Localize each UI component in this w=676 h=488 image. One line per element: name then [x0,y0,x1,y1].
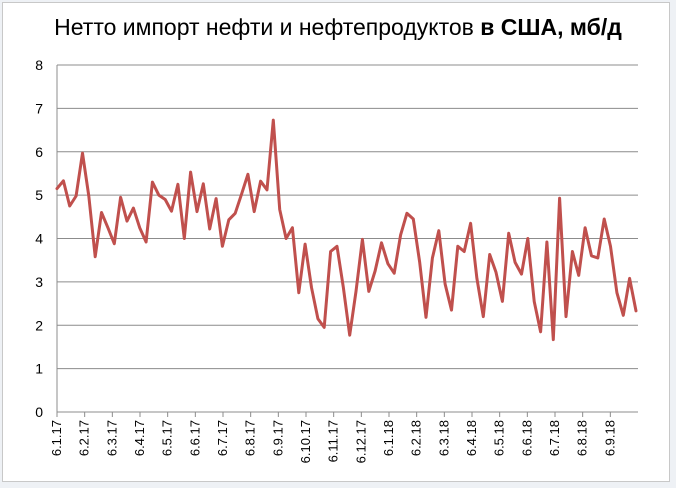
x-tick-label: 6.7.17 [215,420,230,456]
y-tick-label: 2 [35,317,43,333]
x-tick-label: 6.1.18 [381,420,396,456]
x-tick-label: 6.11.17 [326,420,341,462]
series-line [55,118,638,342]
x-tick-label: 6.10.17 [298,420,313,463]
y-tick-label: 7 [35,100,43,116]
x-tick-label: 6.9.17 [270,420,285,456]
x-tick-label: 6.9.18 [602,420,617,456]
chart-title-main: Нетто импорт нефти и нефтепродуктов [54,14,474,40]
x-tick-label: 6.2.18 [409,420,424,456]
x-tick-label: 6.2.17 [77,420,92,456]
chart-title-bold: в США, мб/д [480,14,622,40]
y-tick-label: 0 [35,404,43,420]
chart-title: Нетто импорт нефти и нефтепродуктов в СШ… [0,14,676,41]
x-tick-label: 6.6.17 [187,420,202,456]
y-tick-label: 1 [35,361,43,377]
x-tick-label: 6.1.17 [49,420,64,456]
y-tick-label: 6 [35,144,43,160]
x-tick-label: 6.5.18 [492,420,507,456]
y-tick-label: 4 [35,231,43,247]
x-tick-label: 6.4.17 [132,420,147,456]
x-tick-label: 6.8.18 [575,420,590,456]
x-tick-label: 6.8.17 [243,420,258,456]
y-tick-label: 5 [35,187,43,203]
x-tick-label: 6.6.18 [519,420,534,456]
x-tick-label: 6.3.18 [436,420,451,456]
x-tick-label: 6.12.17 [353,420,368,463]
y-tick-label: 8 [35,57,43,73]
x-tick-label: 6.7.18 [547,420,562,456]
x-tick-label: 6.3.17 [104,420,119,456]
x-tick-label: 6.4.18 [464,420,479,456]
x-tick-label: 6.5.17 [160,420,175,456]
y-tick-label: 3 [35,274,43,290]
